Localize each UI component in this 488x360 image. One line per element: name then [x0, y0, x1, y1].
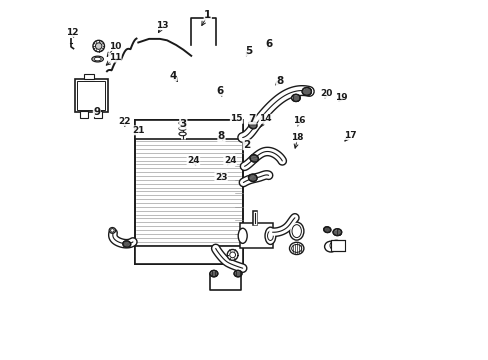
Text: 19: 19 — [335, 94, 347, 102]
Ellipse shape — [109, 228, 115, 233]
Ellipse shape — [136, 122, 140, 137]
Ellipse shape — [291, 244, 301, 252]
Circle shape — [93, 40, 104, 52]
Text: 7: 7 — [248, 114, 256, 124]
Bar — [94, 111, 102, 118]
Ellipse shape — [238, 228, 247, 243]
Text: 15: 15 — [230, 114, 243, 123]
Ellipse shape — [176, 122, 181, 137]
Ellipse shape — [248, 174, 257, 181]
Ellipse shape — [92, 56, 103, 62]
Bar — [134, 120, 242, 139]
Ellipse shape — [234, 270, 242, 277]
Ellipse shape — [156, 122, 161, 137]
Ellipse shape — [237, 122, 241, 137]
Text: 11: 11 — [108, 53, 121, 62]
Ellipse shape — [324, 241, 337, 252]
Ellipse shape — [291, 225, 301, 238]
Ellipse shape — [223, 122, 228, 137]
Text: 9: 9 — [93, 107, 100, 117]
Text: 4: 4 — [169, 71, 177, 81]
Text: 6: 6 — [216, 86, 223, 96]
Text: 18: 18 — [291, 133, 304, 142]
Ellipse shape — [249, 155, 258, 162]
Ellipse shape — [149, 122, 154, 137]
Ellipse shape — [209, 270, 218, 277]
Text: 13: 13 — [156, 21, 168, 30]
Text: 8: 8 — [217, 131, 224, 141]
Ellipse shape — [323, 227, 330, 233]
Ellipse shape — [291, 94, 300, 102]
Ellipse shape — [110, 229, 114, 232]
Ellipse shape — [267, 231, 273, 240]
Text: 21: 21 — [132, 126, 144, 135]
Ellipse shape — [209, 122, 214, 137]
Text: 16: 16 — [292, 116, 305, 125]
Text: 1: 1 — [203, 10, 211, 20]
Ellipse shape — [248, 121, 256, 129]
Ellipse shape — [196, 122, 201, 137]
Text: 8: 8 — [276, 76, 283, 86]
Bar — [75, 79, 107, 112]
Text: 14: 14 — [259, 114, 271, 123]
Ellipse shape — [142, 122, 147, 137]
Ellipse shape — [302, 87, 311, 95]
Circle shape — [95, 43, 102, 49]
Ellipse shape — [216, 122, 221, 137]
Text: 5: 5 — [244, 46, 252, 56]
Text: 2: 2 — [243, 140, 250, 150]
Text: 24: 24 — [187, 156, 199, 165]
Ellipse shape — [230, 122, 234, 137]
Ellipse shape — [179, 127, 186, 130]
Bar — [134, 246, 242, 264]
Ellipse shape — [163, 122, 167, 137]
Ellipse shape — [94, 57, 101, 61]
Ellipse shape — [203, 122, 207, 137]
Bar — [240, 223, 272, 248]
Bar — [77, 81, 104, 110]
Ellipse shape — [169, 122, 174, 137]
Ellipse shape — [122, 241, 130, 247]
Ellipse shape — [289, 222, 303, 240]
Text: 6: 6 — [265, 39, 272, 49]
Ellipse shape — [179, 132, 186, 136]
Text: 24: 24 — [224, 156, 236, 165]
Bar — [330, 240, 345, 251]
Circle shape — [229, 252, 235, 258]
Bar — [80, 111, 88, 118]
Ellipse shape — [329, 240, 342, 251]
Ellipse shape — [264, 227, 275, 244]
Ellipse shape — [189, 122, 194, 137]
Text: 20: 20 — [320, 89, 332, 98]
Text: 12: 12 — [66, 28, 79, 37]
Text: 3: 3 — [179, 119, 186, 129]
Ellipse shape — [183, 122, 187, 137]
Bar — [134, 120, 242, 264]
Bar — [83, 74, 94, 79]
Text: 22: 22 — [119, 117, 131, 126]
Ellipse shape — [332, 229, 341, 236]
Circle shape — [227, 249, 238, 260]
Ellipse shape — [179, 121, 186, 125]
Text: 10: 10 — [109, 41, 122, 50]
Text: 23: 23 — [214, 173, 227, 181]
Text: 17: 17 — [343, 130, 356, 139]
Ellipse shape — [289, 242, 303, 255]
